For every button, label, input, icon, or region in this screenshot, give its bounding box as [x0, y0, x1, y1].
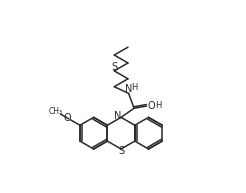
Text: H: H: [155, 101, 162, 110]
Text: O: O: [147, 101, 155, 111]
Text: O: O: [63, 113, 71, 123]
Text: N: N: [125, 84, 132, 94]
Text: S: S: [118, 146, 124, 156]
Text: H: H: [131, 83, 137, 92]
Text: N: N: [114, 111, 121, 121]
Text: CH₃: CH₃: [49, 107, 63, 116]
Text: S: S: [111, 62, 117, 72]
